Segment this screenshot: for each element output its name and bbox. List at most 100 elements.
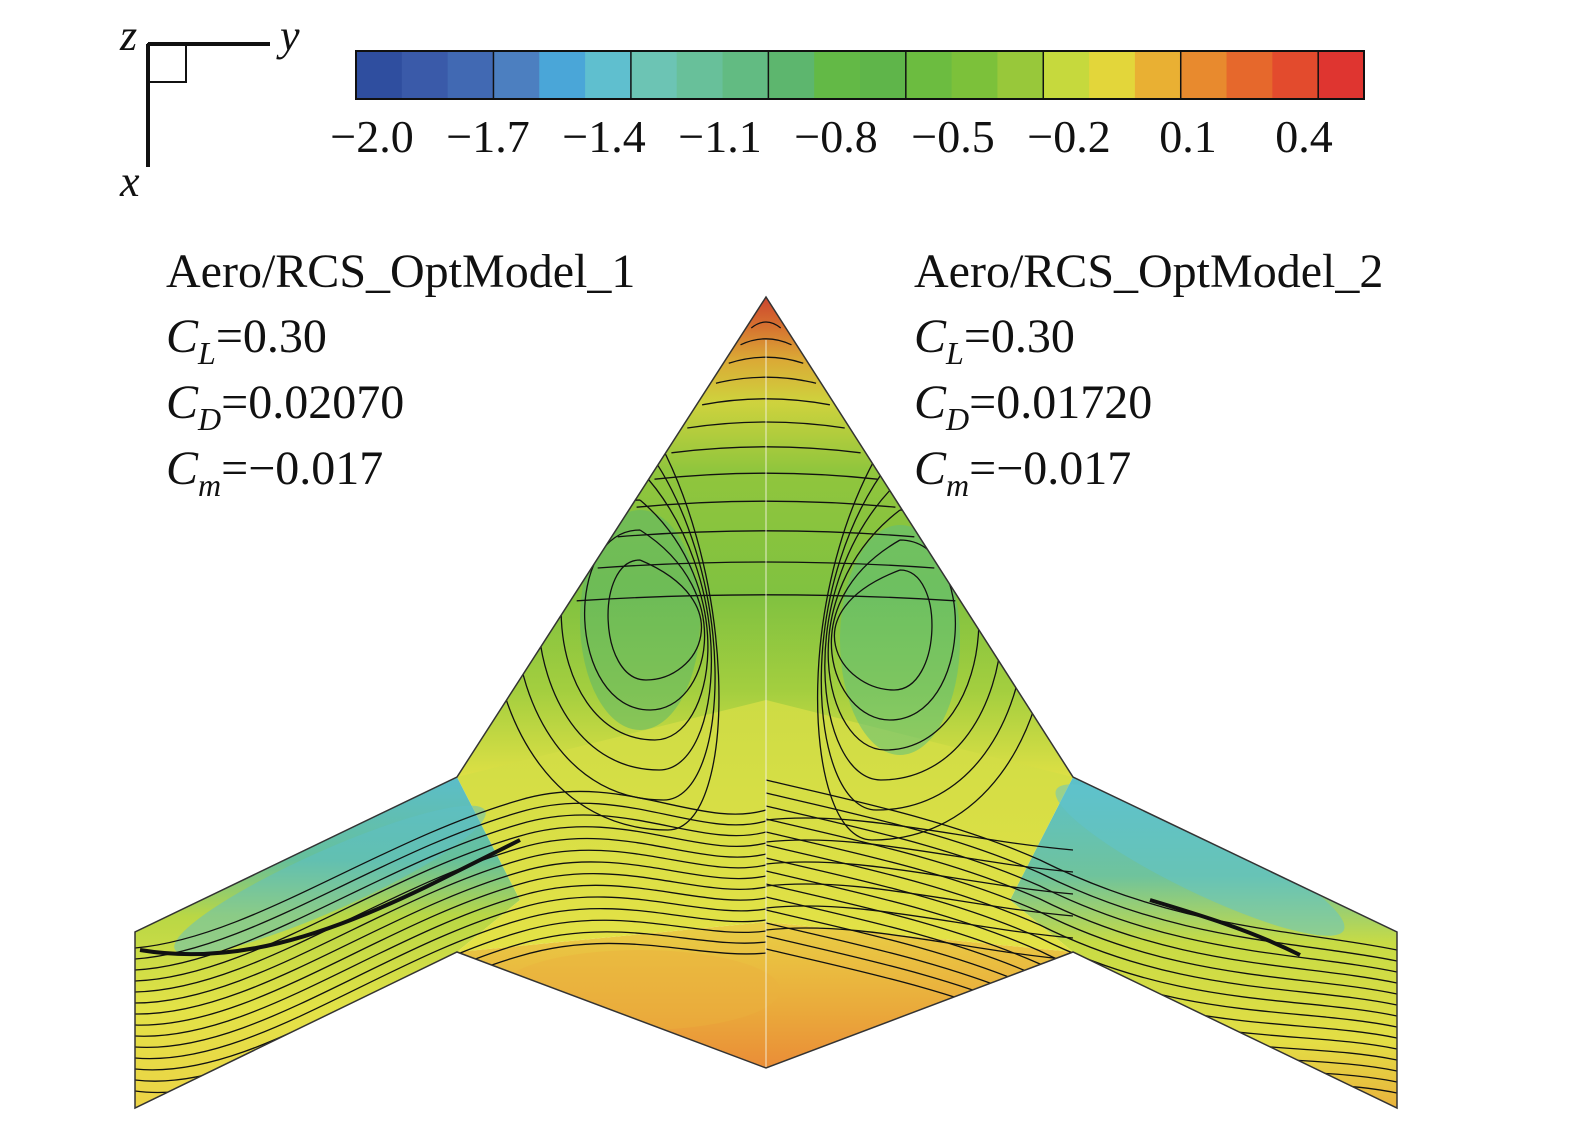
model-1-cd-subscript: D (197, 401, 221, 437)
model-1-cm-symbol: C (166, 442, 199, 495)
model-1-cm-value: =−0.017 (221, 442, 383, 495)
contour-line (583, 529, 706, 711)
aircraft-outline (134, 295, 1398, 1110)
model-2-cl-subscript: L (945, 335, 964, 371)
colorbar-cell (539, 51, 586, 99)
contour-line (135, 826, 767, 982)
contour-line (607, 559, 703, 681)
x-axis-label: x (119, 157, 140, 206)
model-1-cd-symbol: C (166, 376, 199, 429)
contour-lines (135, 321, 1397, 1094)
contour-line (135, 790, 767, 949)
colorbar-cell (447, 51, 495, 99)
contour-line (135, 802, 767, 960)
aft-body (457, 922, 1073, 1068)
z-axis-box (147, 43, 187, 83)
colorbar-cell (951, 51, 999, 99)
colorbar-cell (585, 51, 632, 99)
colorbar-cell (493, 51, 540, 99)
colorbar-cell (1134, 51, 1182, 99)
colorbar-tick-label: −0.8 (794, 111, 877, 162)
contour-line (833, 569, 933, 691)
contour-line (765, 927, 1074, 961)
colorbar-cell (1089, 51, 1136, 99)
model-1-info: Aero/RCS_OptModel_1 CL=0.30 CD=0.02070 C… (166, 245, 635, 503)
contour-line (765, 818, 1397, 984)
colorbar-cell (997, 51, 1044, 99)
colorbar-tick-labels: −2.0 −1.7 −1.4 −1.1 −0.8 −0.5 −0.2 0.1 0.4 (330, 111, 1332, 162)
colorbar-cell (1226, 51, 1273, 99)
left-shock-line (139, 838, 521, 957)
contour-line (765, 839, 1074, 873)
contour-line (765, 883, 1074, 917)
colorbar-cell (676, 51, 724, 99)
model-2-cm-symbol: C (914, 442, 947, 495)
contour-line (135, 837, 767, 993)
model-2-cm-subscript: m (946, 467, 969, 503)
model-1-cl-subscript: L (197, 335, 216, 371)
z-axis-label: z (119, 11, 137, 60)
contour-line (765, 792, 1397, 962)
colorbar-tick-label: −1.4 (562, 111, 645, 162)
colorbar-cell (630, 51, 678, 99)
contour-line (135, 849, 767, 1004)
contour-line (765, 861, 1074, 895)
colorbar-cell (1180, 51, 1228, 99)
model-1-cd-value: =0.02070 (221, 376, 404, 429)
colorbar-cell (768, 51, 815, 99)
model-1-cl-value: =0.30 (216, 310, 327, 363)
axis-triad: z y x (119, 11, 300, 206)
aft-hotspot (500, 950, 780, 1030)
colorbar-cell (1318, 51, 1365, 99)
contour-line (135, 861, 767, 1015)
contour-line (765, 870, 1397, 1028)
model-2-cm-value: =−0.017 (969, 442, 1131, 495)
contour-line (765, 831, 1397, 995)
contour-line (135, 896, 767, 1049)
contour-line (135, 919, 767, 1071)
colorbar-tick-label: −0.2 (1027, 111, 1110, 162)
model-1-name: Aero/RCS_OptModel_1 (166, 245, 635, 298)
colorbar-frame (355, 50, 1365, 100)
model-2-info: Aero/RCS_OptModel_2 CL=0.30 CD=0.01720 C… (914, 245, 1383, 503)
colorbar-cell (356, 51, 403, 99)
contour-line (135, 907, 767, 1060)
contour-line (765, 817, 1074, 851)
colorbar-cell (860, 51, 907, 99)
contour-line (135, 873, 767, 1026)
model-2-cd-value: =0.01720 (969, 376, 1152, 429)
colorbar-cell (814, 51, 861, 99)
model-2-cd: CD=0.01720 (914, 376, 1152, 437)
colorbar: −2.0 −1.7 −1.4 −1.1 −0.8 −0.5 −0.2 0.1 0.4 (330, 50, 1365, 162)
colorbar-cells (356, 51, 1365, 99)
model-1-cm: Cm=−0.017 (166, 442, 383, 503)
model-1-cl-symbol: C (166, 310, 199, 363)
colorbar-cell (401, 51, 449, 99)
model-2-cm: Cm=−0.017 (914, 442, 1131, 503)
contour-line (765, 779, 1397, 951)
contour-line (750, 321, 782, 329)
colorbar-tick-label: −1.1 (678, 111, 761, 162)
model-2-cl: CL=0.30 (914, 310, 1075, 371)
colorbar-cell (905, 51, 953, 99)
model-1-cd: CD=0.02070 (166, 376, 404, 437)
model-2-name: Aero/RCS_OptModel_2 (914, 245, 1383, 298)
colorbar-tick-label: 0.4 (1275, 111, 1333, 162)
colorbar-tick-label: −2.0 (330, 111, 413, 162)
colorbar-tick-label: −1.7 (446, 111, 529, 162)
contour-line (765, 905, 1074, 939)
contour-line (740, 338, 792, 346)
colorbar-cell (1272, 51, 1319, 99)
colorbar-cell (722, 51, 769, 99)
right-suction-peak (840, 525, 960, 755)
y-axis-label: y (276, 11, 300, 60)
colorbar-tick-label: −0.5 (911, 111, 994, 162)
model-1-cm-subscript: m (198, 467, 221, 503)
colorbar-tick-label: 0.1 (1159, 111, 1217, 162)
model-2-cd-subscript: D (945, 401, 969, 437)
model-2-cl-value: =0.30 (964, 310, 1075, 363)
right-shock-line (1149, 898, 1301, 957)
model-1-cl: CL=0.30 (166, 310, 327, 371)
contour-line (135, 884, 767, 1037)
